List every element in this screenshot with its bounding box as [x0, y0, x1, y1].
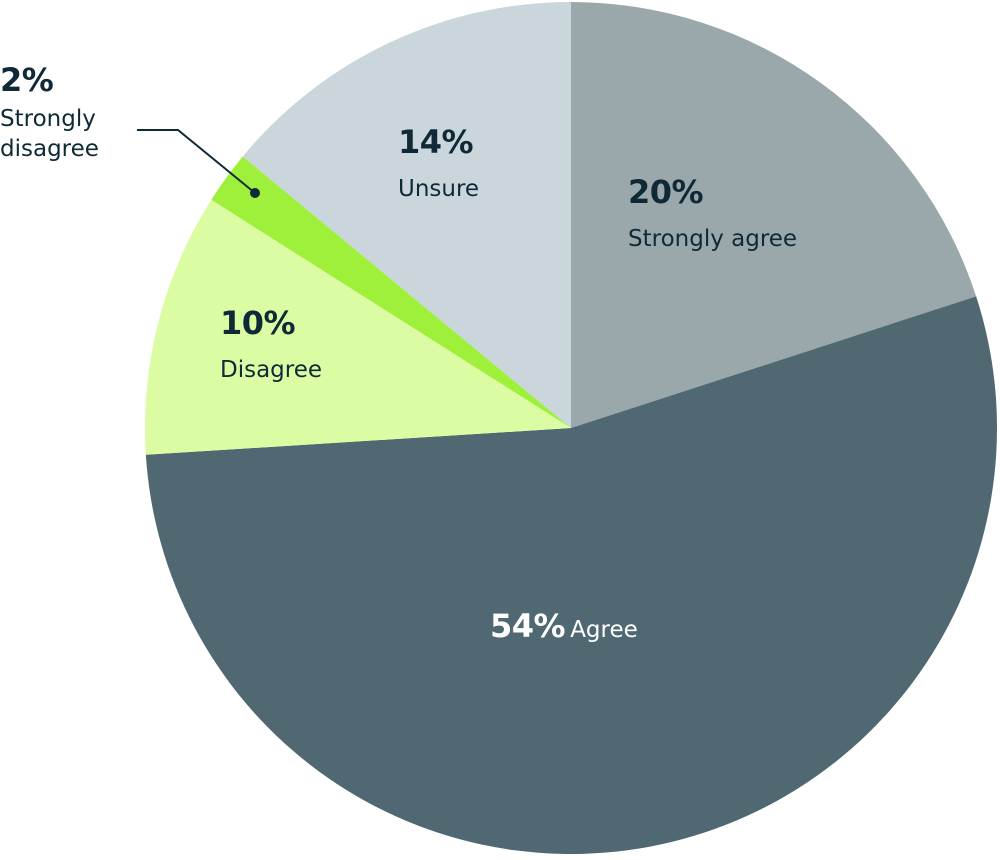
pie-slice	[242, 2, 571, 428]
slice-name: Unsure	[398, 176, 480, 202]
slice-name: Agree	[570, 617, 638, 643]
slice-percent: 10%	[220, 304, 296, 342]
slice-percent: 20%	[628, 173, 704, 211]
pie-slice	[571, 2, 977, 428]
leader-line	[137, 129, 256, 194]
slice-label: 14% Unsure	[398, 122, 479, 204]
slice-label: 10% Disagree	[220, 303, 322, 385]
pie-slice	[144, 199, 571, 455]
slice-percent: 14%	[398, 123, 474, 161]
slice-name: Strongly agree	[628, 226, 798, 252]
slice-percent: 54%	[490, 607, 566, 645]
pie-slice	[145, 296, 998, 854]
slice-label: 20% Strongly agree	[628, 172, 797, 254]
slice-label: 2% Strongly disagree	[0, 60, 120, 164]
pie	[144, 2, 998, 854]
leader-dot	[250, 188, 260, 198]
slice-name: Strongly disagree	[0, 106, 99, 162]
slice-percent: 2%	[0, 61, 54, 99]
slice-label: 54% Agree	[490, 606, 638, 646]
pie-slice	[211, 156, 572, 428]
slice-name: Disagree	[220, 357, 323, 383]
